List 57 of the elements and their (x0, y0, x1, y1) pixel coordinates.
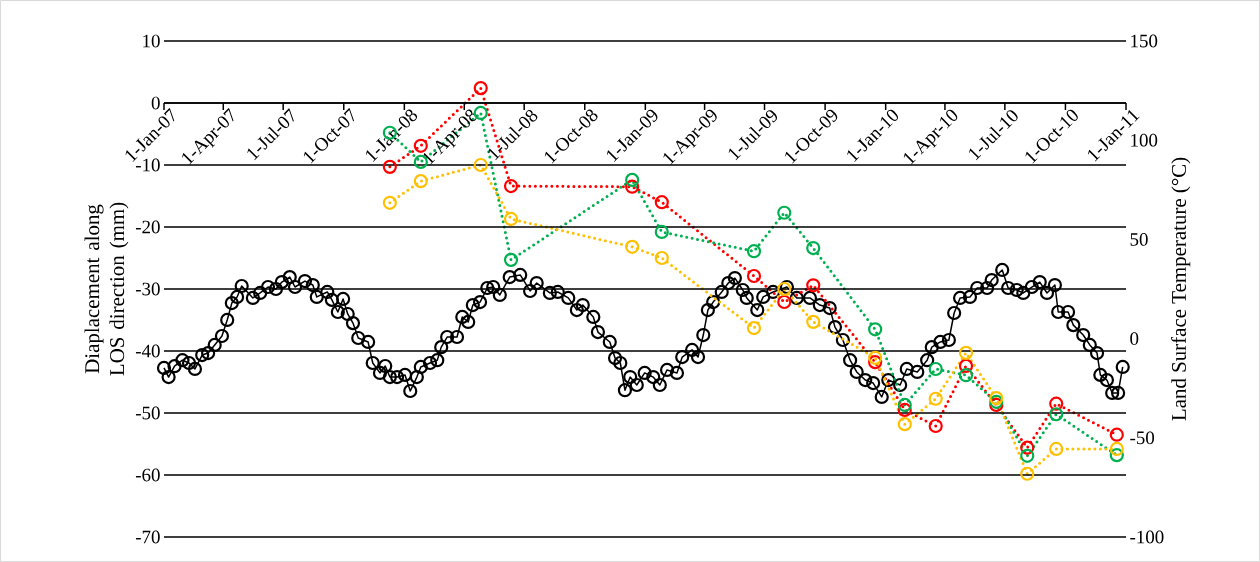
point (382, 195, 397, 210)
point (654, 224, 669, 240)
point (1109, 441, 1124, 457)
point (654, 195, 669, 210)
point (897, 402, 912, 417)
point (806, 278, 821, 293)
y-tick-label: -40 (135, 344, 160, 358)
point (473, 81, 488, 96)
point (897, 417, 912, 432)
point (1049, 441, 1064, 457)
point (868, 355, 883, 370)
point (868, 322, 883, 337)
point (1049, 396, 1064, 411)
point (654, 250, 669, 266)
point (503, 178, 519, 194)
point (1020, 466, 1035, 481)
point (806, 314, 821, 329)
y-tick-label: -20 (135, 220, 160, 234)
point (897, 397, 912, 413)
y-tick-label: 10 (143, 34, 160, 48)
point (777, 205, 792, 220)
y-tick-label: -30 (135, 282, 160, 296)
y-tick-label: -70 (135, 530, 160, 544)
y-tick-label: -60 (135, 468, 160, 482)
point (989, 397, 1004, 413)
point (503, 211, 519, 227)
point (958, 358, 974, 373)
point (413, 174, 428, 189)
point (958, 368, 974, 383)
point (746, 244, 762, 259)
y-tick-label: 0 (151, 96, 160, 110)
y2-tick-label: 150 (1131, 34, 1158, 48)
y2-tick-label: -50 (1130, 431, 1155, 445)
point (777, 294, 792, 310)
point (1020, 448, 1035, 463)
point (1020, 440, 1035, 455)
point (1049, 407, 1064, 422)
y2-tick-label: -100 (1130, 530, 1164, 544)
y-axis-title: Diaplacement along LOS direction (mm) (84, 202, 129, 376)
point (625, 179, 640, 194)
point (868, 350, 883, 365)
point (625, 172, 640, 187)
y2-tick-label: 50 (1130, 233, 1148, 246)
point (746, 320, 762, 336)
point (1109, 427, 1124, 442)
y-tick-label: -50 (135, 406, 160, 420)
point (958, 345, 974, 360)
point (928, 361, 943, 377)
point (806, 240, 821, 256)
point (928, 391, 943, 406)
point (928, 418, 943, 434)
point (746, 268, 762, 284)
point (503, 252, 519, 267)
y2-axis-title: Land Surface Temperature (°C) (1171, 157, 1191, 421)
y2-tick-label: 0 (1130, 332, 1139, 345)
point (1109, 448, 1124, 463)
point (625, 239, 640, 254)
